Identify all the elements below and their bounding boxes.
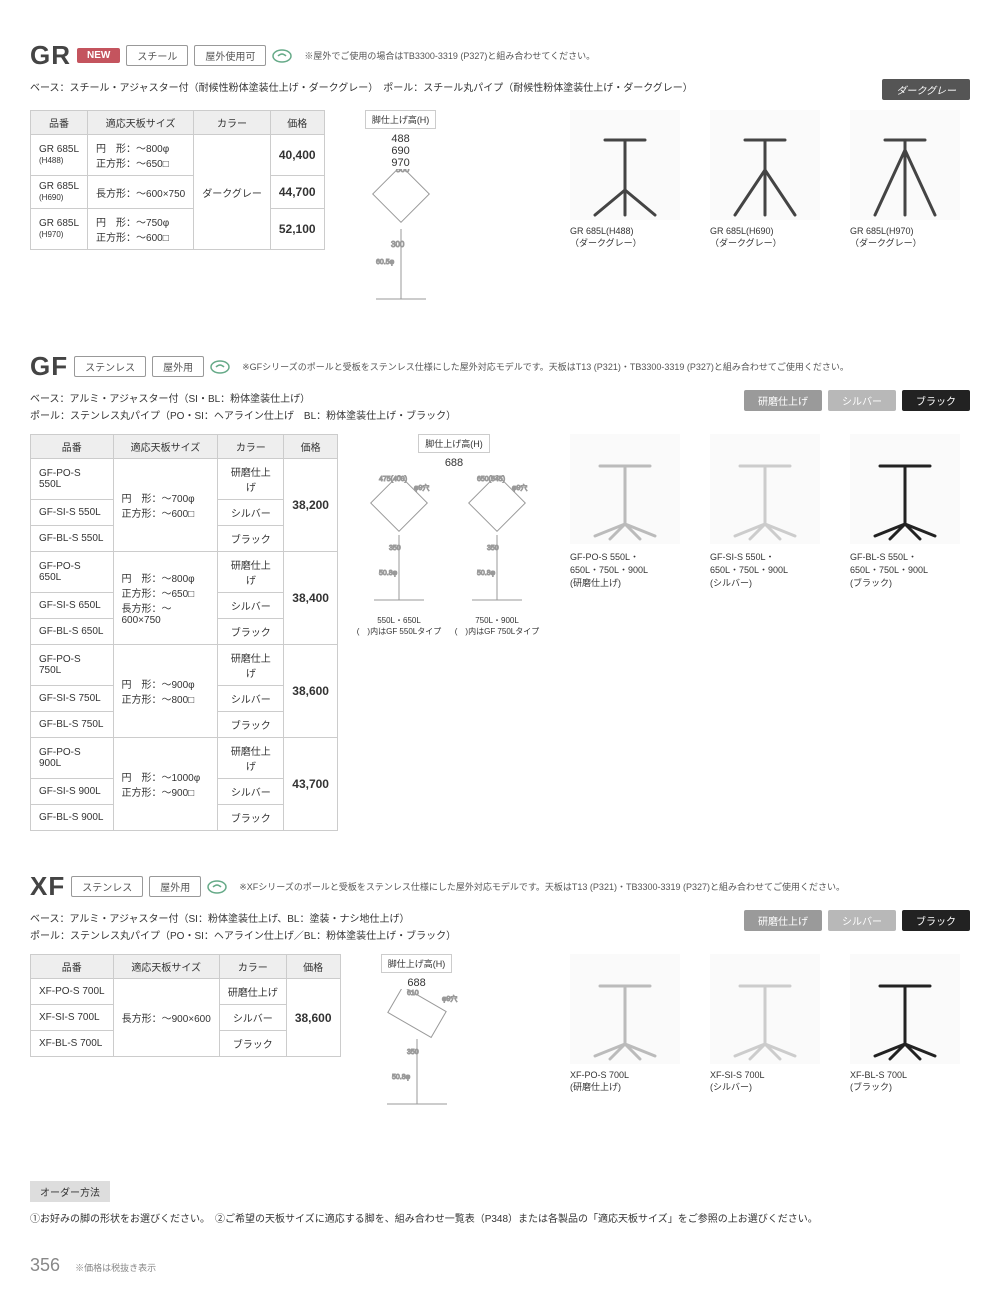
color-chip: シルバー (828, 390, 896, 411)
gr-header: GR NEW スチール 屋外使用可 ※屋外でご使用の場合はTB3300-3319… (30, 40, 970, 71)
product-item: GR 685L(H690)（ダークグレー） (710, 110, 830, 249)
gf-header: GF ステンレス 屋外用 ※GFシリーズのポールと受板をステンレス仕様にした屋外… (30, 351, 970, 382)
gr-note: ※屋外でご使用の場合はTB3300-3319 (P327)と組み合わせてください… (304, 49, 595, 62)
xf-diagram: 脚仕上げ高(H) 688 610φ9穴35050.8φ (357, 954, 477, 1121)
color-chip: シルバー (828, 910, 896, 931)
gf-note: ※GFシリーズのポールと受板をステンレス仕様にした屋外対応モデルです。天板はT1… (242, 360, 849, 373)
badge-outdoor: 屋外用 (152, 356, 204, 377)
section-gf: GF ステンレス 屋外用 ※GFシリーズのポールと受板をステンレス仕様にした屋外… (30, 351, 970, 831)
color-chip: 研磨仕上げ (744, 910, 822, 931)
gr-table: 品番適応天板サイズカラー価格GR 685L(H488)円 形：～800φ正方形：… (30, 110, 325, 250)
outdoor-icon (207, 880, 227, 894)
color-chip: ブラック (902, 390, 970, 411)
svg-text:50.8φ: 50.8φ (477, 570, 496, 577)
order-label: オーダー方法 (30, 1181, 110, 1202)
badge-stainless: ステンレス (74, 356, 146, 377)
section-gr: GR NEW スチール 屋外使用可 ※屋外でご使用の場合はTB3300-3319… (30, 40, 970, 311)
svg-text:475(400): 475(400) (379, 476, 407, 483)
badge-steel: スチール (126, 45, 188, 66)
svg-text:650(545): 650(545) (477, 476, 505, 483)
gr-tech-drawing: 500 300 60.5φ (341, 169, 461, 309)
xf-header: XF ステンレス 屋外用 ※XFシリーズのポールと受板をステンレス仕様にした屋外… (30, 871, 970, 902)
order-text: ①お好みの脚の形状をお選びください。 ②ご希望の天板サイズに適応する脚を、組み合… (30, 1210, 970, 1225)
svg-text:50.8φ: 50.8φ (392, 1074, 411, 1081)
badge-new: NEW (77, 48, 120, 63)
gr-diagram: 脚仕上げ高(H) 488690970 500 300 60.5φ (341, 110, 461, 311)
svg-text:φ9穴: φ9穴 (512, 483, 527, 492)
outdoor-icon (272, 49, 292, 63)
svg-text:φ9穴: φ9穴 (442, 994, 457, 1003)
gf-desc1: ベース：アルミ・アジャスター付（SI・BL：粉体塗装仕上げ） (30, 390, 456, 405)
product-item: XF-SI-S 700L(シルバー) (710, 954, 830, 1093)
product-item: XF-PO-S 700L(研磨仕上げ) (570, 954, 690, 1093)
svg-text:300: 300 (391, 240, 405, 249)
page-number: 356 ※価格は税抜き表示 (30, 1255, 970, 1276)
outdoor-icon (210, 360, 230, 374)
product-item: GF-PO-S 550L・650L・750L・900L(研磨仕上げ) (570, 434, 690, 589)
badge-outdoor: 屋外使用可 (194, 45, 266, 66)
xf-desc1: ベース：アルミ・アジャスター付（SI：粉体塗装仕上げ、BL：塗装・ナシ地仕上げ） (30, 910, 456, 925)
xf-drawing: 610 φ9穴 350 50.8φ (357, 989, 477, 1119)
color-chip: 研磨仕上げ (744, 390, 822, 411)
gf-drawing-1: 475(400) φ9穴 350 50.8φ (354, 475, 444, 615)
product-item: GR 685L(H970)（ダークグレー） (850, 110, 970, 249)
xf-table: 品番適応天板サイズカラー価格XF-PO-S 700L長方形：～900×600研磨… (30, 954, 341, 1057)
gf-drawing-2: 650(545) φ9穴 350 50.8φ (452, 475, 542, 615)
xf-note: ※XFシリーズのポールと受板をステンレス仕様にした屋外対応モデルです。天板はT1… (239, 880, 845, 893)
product-item: XF-BL-S 700L(ブラック) (850, 954, 970, 1093)
gf-code: GF (30, 351, 68, 382)
gf-diagram: 脚仕上げ高(H) 688 475(400)φ9穴35050.8φ 650(545… (354, 434, 554, 637)
svg-text:610: 610 (407, 990, 419, 997)
chip-darkgrey: ダークグレー (882, 79, 970, 100)
svg-text:350: 350 (407, 1049, 419, 1056)
order-section: オーダー方法 ①お好みの脚の形状をお選びください。 ②ご希望の天板サイズに適応す… (30, 1181, 970, 1225)
svg-text:50.8φ: 50.8φ (379, 570, 398, 577)
xf-code: XF (30, 871, 65, 902)
product-item: GR 685L(H488)（ダークグレー） (570, 110, 690, 249)
product-item: GF-BL-S 550L・650L・750L・900L(ブラック) (850, 434, 970, 589)
svg-text:350: 350 (487, 545, 499, 552)
gr-desc: ベース：スチール・アジャスター付（耐候性粉体塗装仕上げ・ダークグレー） ポール：… (30, 79, 693, 94)
product-item: GF-SI-S 550L・650L・750L・900L(シルバー) (710, 434, 830, 589)
svg-text:60.5φ: 60.5φ (376, 259, 395, 266)
section-xf: XF ステンレス 屋外用 ※XFシリーズのポールと受板をステンレス仕様にした屋外… (30, 871, 970, 1121)
gf-table: 品番適応天板サイズカラー価格GF-PO-S 550L円 形：～700φ正方形：～… (30, 434, 338, 831)
badge-stainless: ステンレス (71, 876, 143, 897)
gf-desc2: ポール：ステンレス丸パイプ（PO・SI：ヘアライン仕上げ BL：粉体塗装仕上げ・… (30, 407, 456, 422)
xf-desc2: ポール：ステンレス丸パイプ（PO・SI：ヘアライン仕上げ／BL：粉体塗装仕上げ・… (30, 927, 456, 942)
gr-code: GR (30, 40, 71, 71)
svg-text:φ9穴: φ9穴 (414, 483, 429, 492)
svg-text:350: 350 (389, 545, 401, 552)
badge-outdoor: 屋外用 (149, 876, 201, 897)
color-chip: ブラック (902, 910, 970, 931)
svg-text:500: 500 (396, 169, 410, 174)
